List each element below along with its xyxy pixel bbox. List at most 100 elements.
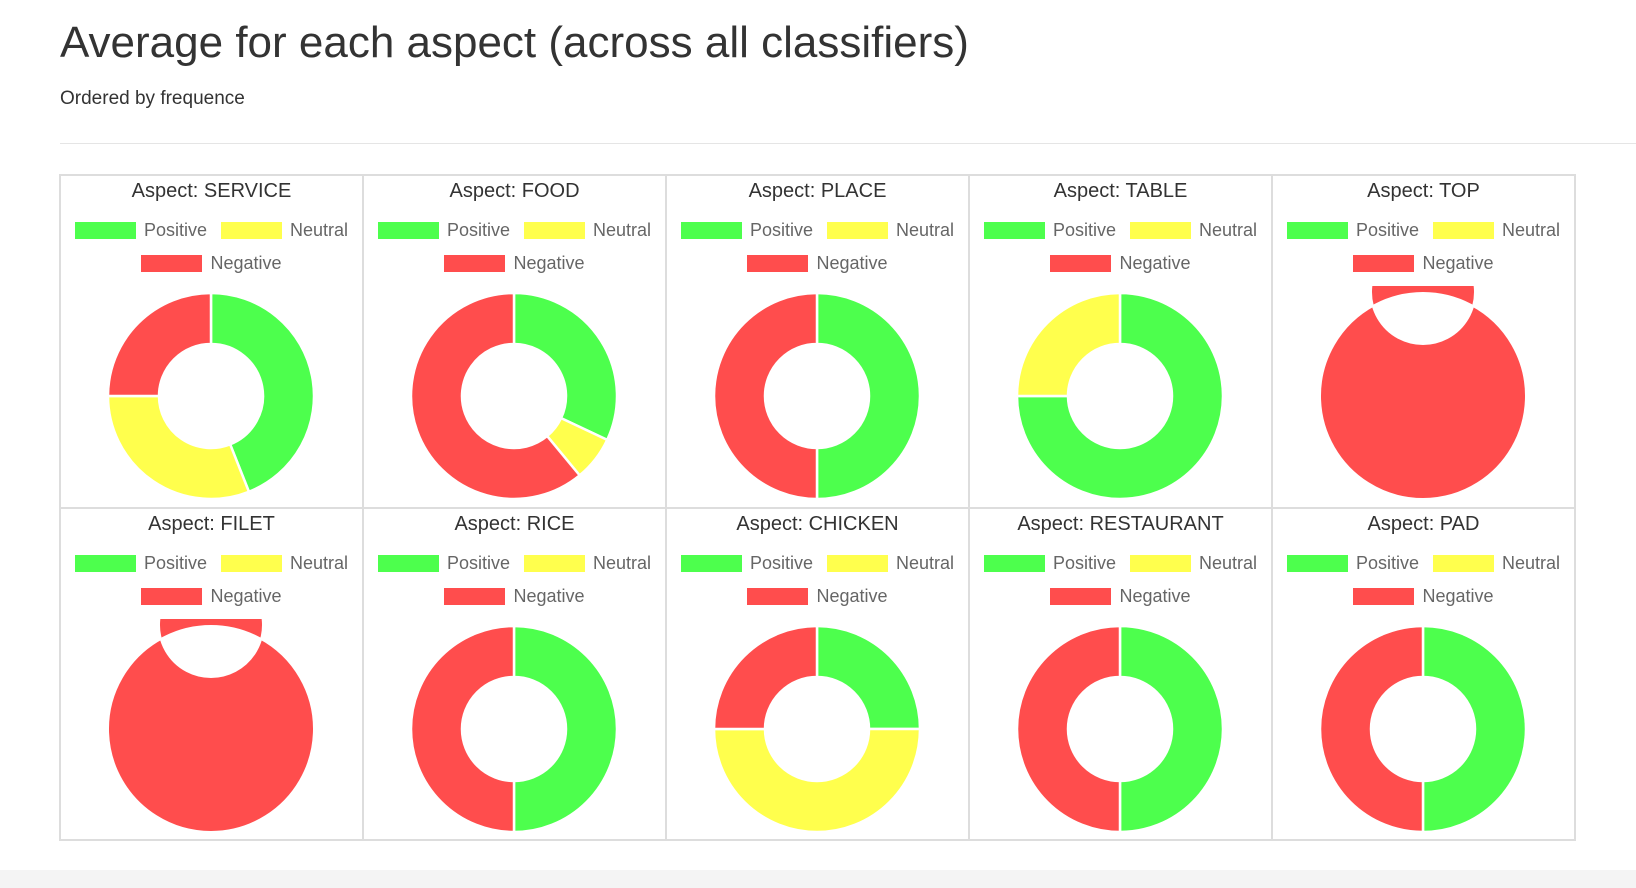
legend-item-negative[interactable]: Negative [747,585,888,607]
donut-slice-positive[interactable] [815,624,922,730]
legend-label: Neutral [593,220,652,240]
donut-slice-positive[interactable] [1421,624,1528,833]
legend-item-positive[interactable]: Positive [983,220,1116,241]
legend-label: Positive [1355,552,1419,573]
legend-item-negative[interactable]: Negative [1050,253,1191,274]
legend-label: Neutral [290,552,349,573]
legend-swatch-positive [1286,554,1348,572]
chart-title: Aspect: CHICKEN [736,512,899,535]
donut-slice-negative[interactable] [409,291,581,501]
legend-label: Negative [816,585,888,606]
legend-item-positive[interactable]: Positive [1286,220,1419,241]
donut-chart [409,291,619,501]
donut-slice-negative[interactable] [712,624,819,730]
legend-item-neutral[interactable]: Neutral [524,220,651,241]
chart-panel: Aspect: FILET Positive Neutral Negative [60,507,363,840]
legend-swatch-positive [680,222,742,239]
chart-legend: Positive Neutral Negative [667,547,968,613]
legend-item-positive[interactable]: Positive [377,220,510,241]
chart-title: Aspect: RICE [454,512,575,535]
donut-slice-positive[interactable] [209,291,316,494]
legend-item-negative[interactable]: Negative [444,585,585,607]
donut-slice-neutral[interactable] [712,727,922,833]
legend-item-neutral[interactable]: Neutral [524,553,651,574]
legend-item-negative[interactable]: Negative [141,253,282,274]
donut-slice-negative[interactable] [409,624,516,833]
legend-label: Positive [749,220,813,240]
donut-slice-negative[interactable] [712,291,819,501]
legend-item-neutral[interactable]: Neutral [1433,553,1560,574]
legend-label: Positive [1052,220,1116,240]
donut-slice-positive[interactable] [1118,624,1225,833]
donut-slice-positive[interactable] [815,291,922,501]
chart-title: Aspect: FOOD [449,180,580,202]
donut-chart [107,618,315,833]
chart-title: Aspect: SERVICE [131,180,292,202]
legend-label: Positive [143,552,207,573]
legend-item-positive[interactable]: Positive [377,553,510,574]
donut-slice-positive[interactable] [1015,291,1225,501]
legend-label: Positive [446,220,510,240]
legend-label: Negative [1422,585,1494,606]
chart-legend: Positive Neutral Negative [61,214,362,280]
legend-item-neutral[interactable]: Neutral [1433,220,1560,241]
legend-label: Negative [513,585,585,606]
legend-label: Negative [1422,253,1494,273]
legend-label: Negative [1119,253,1191,273]
legend-label: Neutral [896,552,955,573]
legend-swatch-negative [141,255,203,272]
legend-swatch-neutral [1130,222,1191,239]
legend-label: Negative [513,253,585,273]
donut-slice-negative[interactable] [107,618,315,833]
legend-label: Positive [143,220,207,240]
legend-swatch-positive [1286,222,1348,239]
legend-item-negative[interactable]: Negative [444,253,585,274]
legend-label: Neutral [1502,220,1561,240]
legend-item-negative[interactable]: Negative [747,253,888,274]
legend-item-neutral[interactable]: Neutral [1130,220,1257,241]
chart-panel: Aspect: PAD Positive Neutral Negative [1272,507,1575,840]
chart-title: Aspect: PLACE [748,180,887,202]
legend-item-positive[interactable]: Positive [1286,552,1419,574]
donut-chart [106,291,316,501]
legend-swatch-negative [1050,255,1112,272]
legend-item-positive[interactable]: Positive [680,553,813,574]
donut-slice-negative[interactable] [1319,286,1527,500]
legend-item-negative[interactable]: Negative [141,586,282,607]
legend-item-neutral[interactable]: Neutral [221,553,348,574]
legend-item-positive[interactable]: Positive [74,220,207,241]
legend-item-neutral[interactable]: Neutral [827,553,954,574]
legend-item-positive[interactable]: Positive [983,553,1116,574]
chart-legend: Positive Neutral Negative [970,547,1271,613]
legend-label: Negative [816,253,888,273]
chart-panel: Aspect: RICE Positive Neutral Negative [363,507,666,840]
donut-slice-neutral[interactable] [106,394,251,501]
chart-panel: Aspect: FOOD Positive Neutral Negative [363,175,666,508]
donut-slice-negative[interactable] [106,291,213,398]
donut-slice-positive[interactable] [512,624,619,833]
legend-item-negative[interactable]: Negative [1353,585,1494,607]
legend-item-positive[interactable]: Positive [74,552,207,574]
donut-slice-negative[interactable] [1318,624,1425,833]
legend-item-neutral[interactable]: Neutral [827,220,954,241]
legend-swatch-negative [141,587,203,605]
legend-item-negative[interactable]: Negative [1050,586,1191,607]
legend-swatch-neutral [221,222,282,239]
legend-swatch-neutral [1130,554,1191,572]
legend-item-neutral[interactable]: Neutral [221,220,348,241]
legend-swatch-negative [444,255,506,272]
legend-swatch-neutral [1433,222,1494,239]
chart-grid: Aspect: SERVICE Positive Neutral Negative As… [59,174,1576,841]
donut-slice-neutral[interactable] [1015,291,1122,398]
legend-swatch-negative [747,255,809,272]
donut-slice-positive[interactable] [512,291,619,442]
legend-swatch-positive [680,554,742,572]
legend-item-negative[interactable]: Negative [1353,253,1494,274]
legend-item-positive[interactable]: Positive [680,220,813,241]
donut-slice-negative[interactable] [1015,624,1122,833]
donut-chart [1319,286,1527,500]
chart-title: Aspect: PAD [1367,512,1480,535]
legend-swatch-neutral [1433,554,1494,572]
legend-item-neutral[interactable]: Neutral [1130,553,1257,574]
chart-legend: Positive Neutral Negative [970,214,1271,280]
